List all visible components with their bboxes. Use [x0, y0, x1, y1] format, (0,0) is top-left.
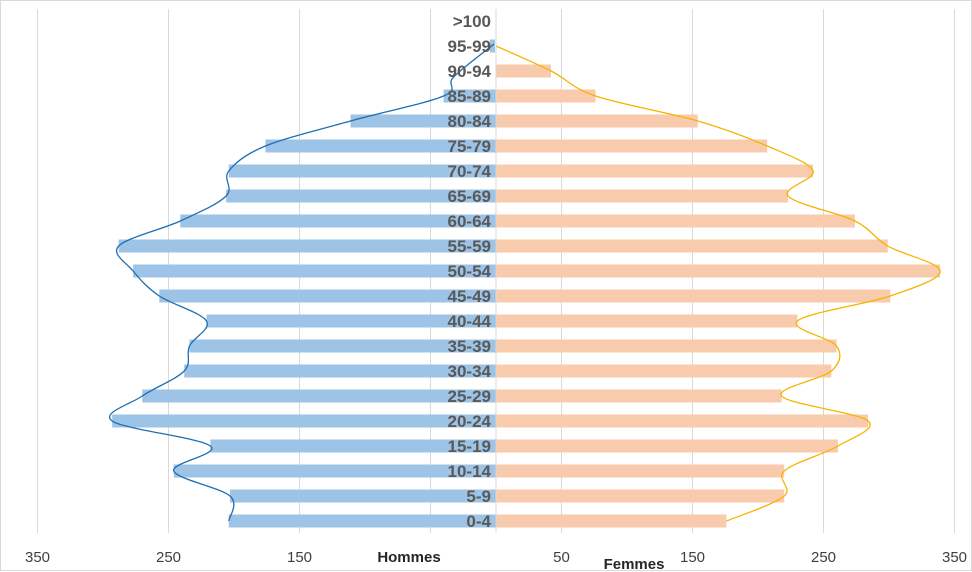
bar-hommes [350, 114, 496, 128]
category-label: 75-79 [448, 137, 491, 156]
bar-femmes [496, 64, 552, 78]
bar-femmes [496, 389, 782, 403]
category-label: 45-49 [448, 287, 491, 306]
category-label: 35-39 [448, 337, 491, 356]
bar-femmes [496, 489, 785, 503]
category-label: >100 [453, 12, 491, 31]
bar-femmes [496, 414, 869, 428]
bar-hommes [159, 289, 496, 303]
category-label: 70-74 [448, 162, 492, 181]
category-label: 50-54 [448, 262, 492, 281]
curve-hommes [109, 43, 495, 522]
bar-femmes [496, 364, 832, 378]
bar-hommes [443, 89, 496, 103]
bar-hommes [189, 339, 496, 353]
category-label: 30-34 [448, 362, 492, 381]
x-tick-label: 150 [287, 549, 312, 566]
bar-hommes [265, 139, 496, 153]
category-label: 40-44 [448, 312, 492, 331]
category-label: 60-64 [448, 212, 492, 231]
category-label: 55-59 [448, 237, 491, 256]
category-label: 10-14 [448, 462, 492, 481]
bar-hommes [226, 189, 496, 203]
bar-femmes [496, 164, 814, 178]
x-tick-label: 350 [942, 549, 967, 566]
bar-hommes [230, 489, 496, 503]
bar-femmes [496, 514, 727, 528]
bar-femmes [496, 464, 785, 478]
category-label: 20-24 [448, 412, 492, 431]
axis-title-hommes: Hommes [377, 549, 440, 566]
axis-title-femmes: Femmes [604, 556, 665, 572]
bar-femmes [496, 89, 596, 103]
bar-hommes [228, 164, 496, 178]
bar-hommes [142, 389, 497, 403]
category-label: 15-19 [448, 437, 491, 456]
bar-hommes [173, 464, 497, 478]
category-label: 90-94 [448, 62, 492, 81]
category-label: 25-29 [448, 387, 491, 406]
bar-femmes [496, 114, 698, 128]
bar-hommes [133, 264, 496, 278]
x-tick-label: 50 [553, 549, 570, 566]
bar-femmes [496, 289, 891, 303]
bar-hommes [180, 214, 497, 228]
bar-hommes [210, 439, 497, 453]
bar-hommes [184, 364, 496, 378]
category-label: 85-89 [448, 87, 491, 106]
bar-femmes [496, 189, 789, 203]
curve-femmes [495, 45, 941, 522]
category-label: 95-99 [448, 37, 491, 56]
bar-femmes [496, 239, 888, 253]
bar-hommes [228, 514, 496, 528]
category-label: 65-69 [448, 187, 491, 206]
bar-hommes [112, 414, 497, 428]
bar-femmes [496, 314, 798, 328]
bar-femmes [496, 439, 838, 453]
bar-femmes [496, 264, 941, 278]
bar-hommes [118, 239, 496, 253]
category-label: 0-4 [466, 512, 491, 531]
category-label: 80-84 [448, 112, 492, 131]
bar-femmes [496, 214, 855, 228]
x-tick-label: 150 [680, 549, 705, 566]
bar-femmes [496, 139, 768, 153]
x-tick-label: 250 [156, 549, 181, 566]
category-label: 5-9 [466, 487, 491, 506]
bar-hommes [206, 314, 497, 328]
x-tick-label: 250 [811, 549, 836, 566]
x-tick-label: 350 [25, 549, 50, 566]
bar-femmes [496, 339, 837, 353]
